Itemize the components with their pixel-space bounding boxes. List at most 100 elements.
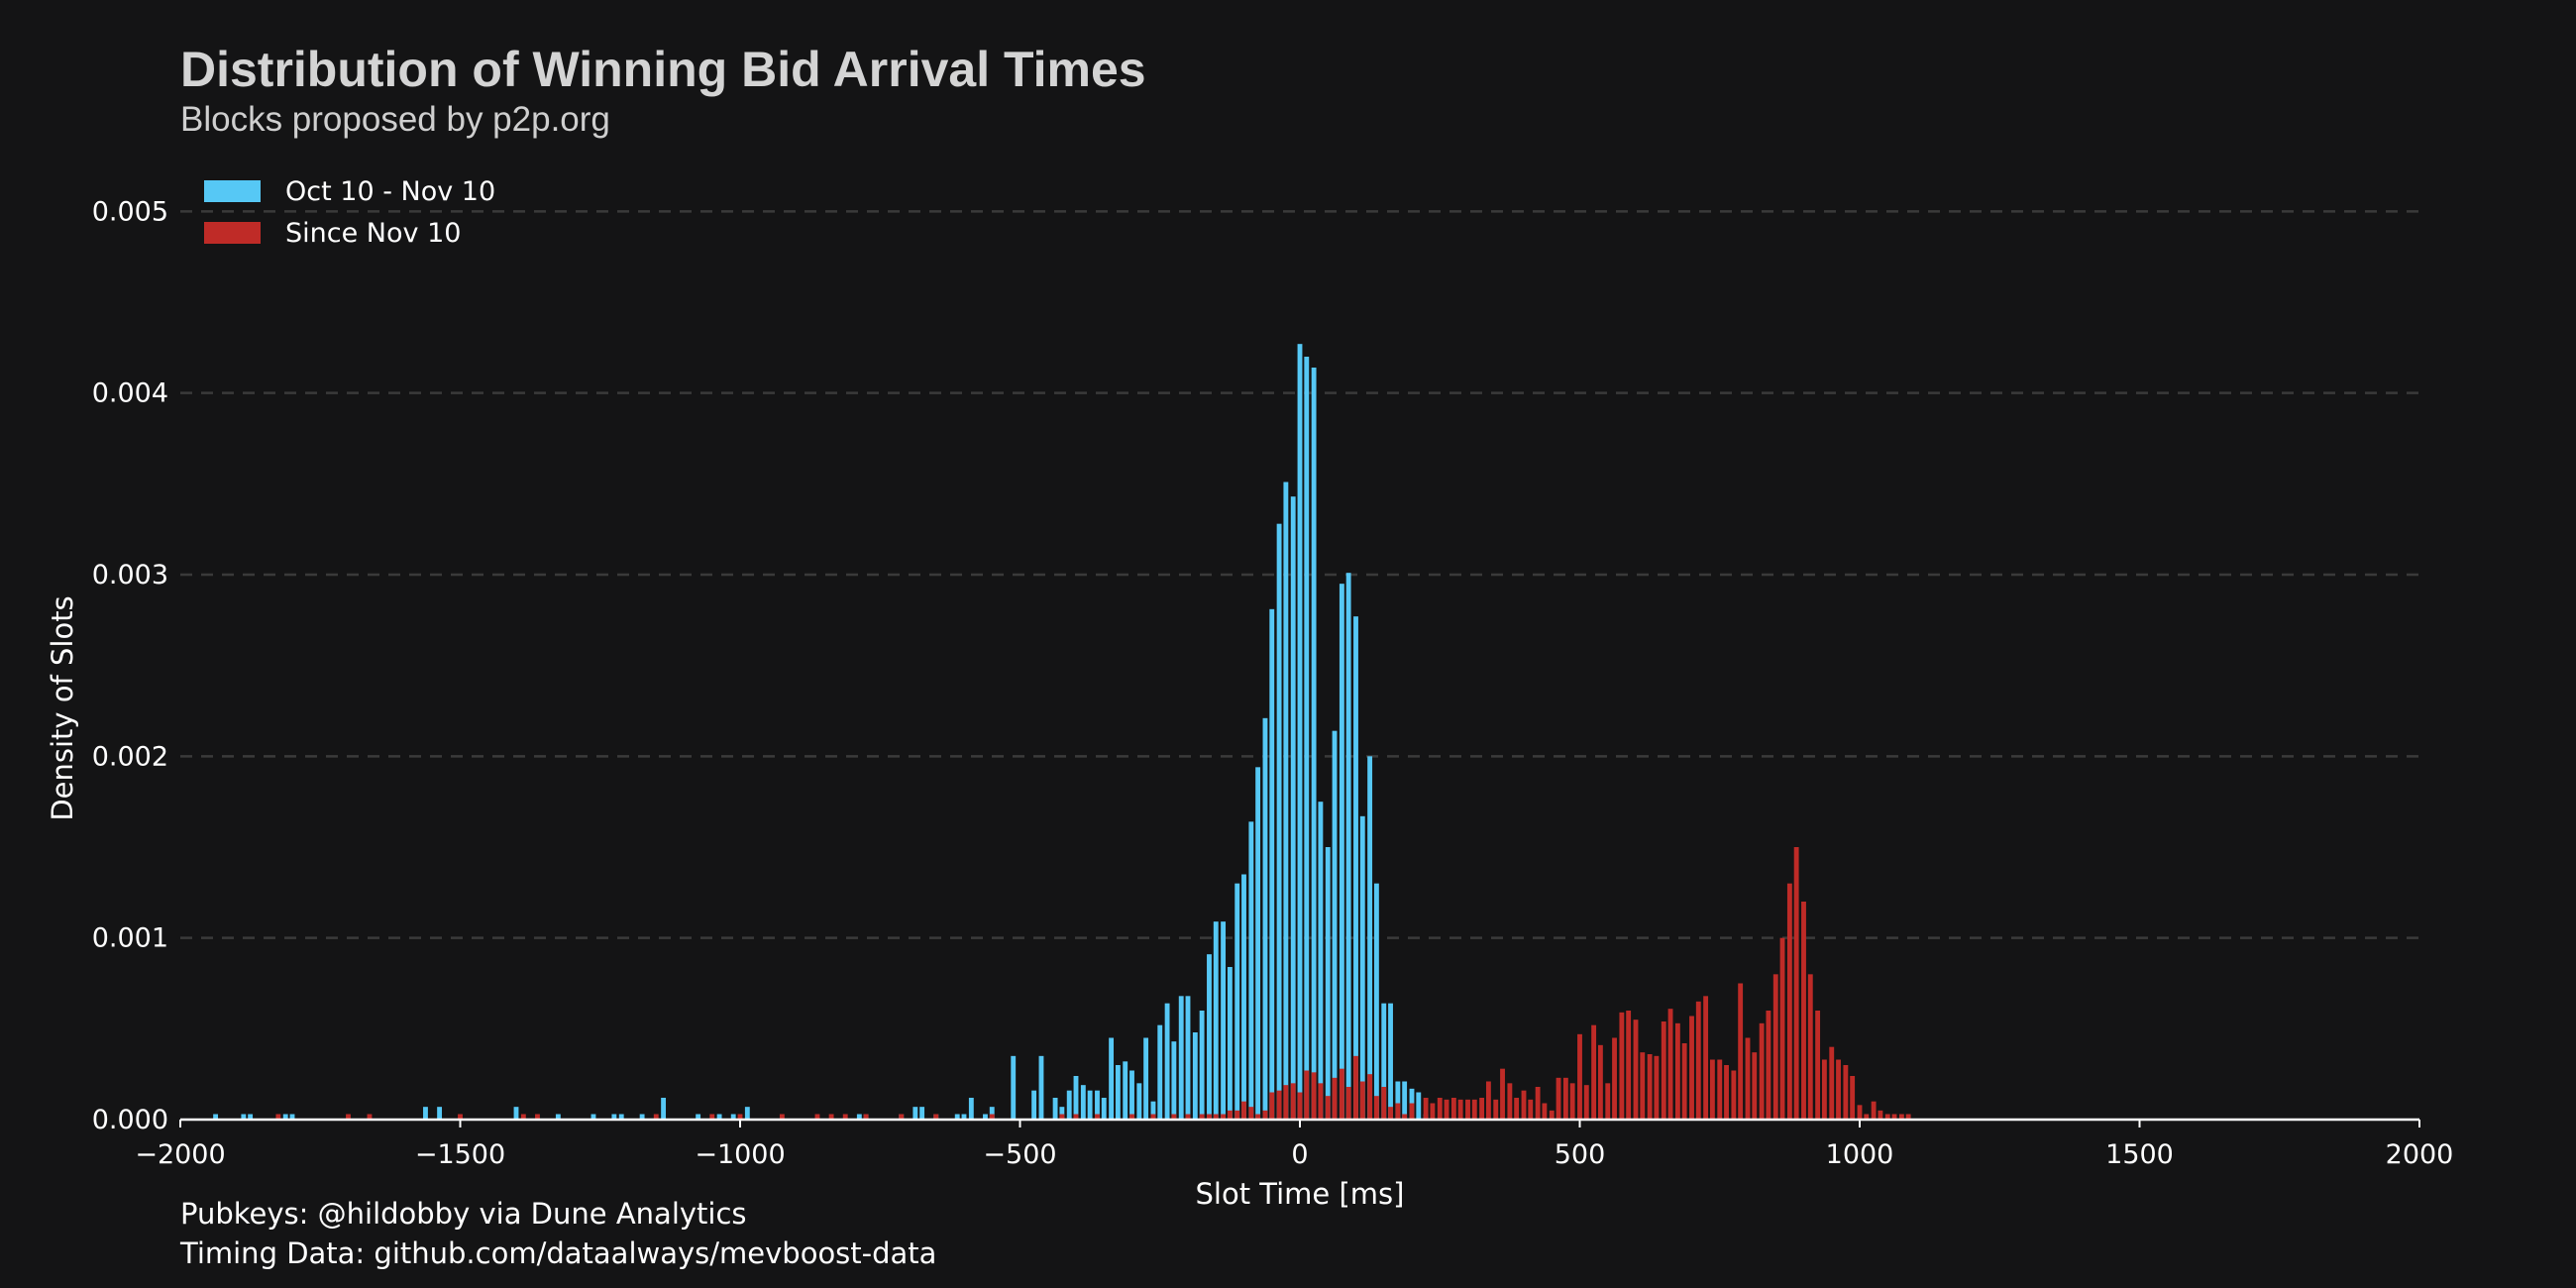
legend-label-oct: Oct 10 - Nov 10	[285, 175, 496, 207]
bar-oct	[919, 1107, 925, 1120]
bar-nov	[1674, 1022, 1680, 1120]
bar-nov	[1388, 1107, 1393, 1120]
bar-nov	[1095, 1114, 1100, 1120]
bar-oct	[1157, 1024, 1163, 1120]
bar-nov	[1626, 1011, 1632, 1120]
x-tick-label: −1000	[695, 1139, 785, 1170]
bar-nov	[1227, 1110, 1233, 1120]
bar-nov	[737, 1114, 743, 1120]
bar-oct	[1332, 730, 1338, 1120]
bar-nov	[1752, 1052, 1758, 1120]
bar-nov	[1129, 1114, 1134, 1120]
bar-nov	[1535, 1087, 1541, 1120]
bar-nov	[1345, 1087, 1351, 1120]
bar-nov	[1437, 1098, 1443, 1120]
title-block: Distribution of Winning Bid Arrival Time…	[180, 40, 1146, 141]
bar-nov	[1325, 1096, 1331, 1120]
bar-oct	[1066, 1090, 1072, 1120]
bar-oct	[1234, 883, 1240, 1120]
bar-nov	[1297, 1092, 1303, 1120]
chart-subtitle: Blocks proposed by p2p.org	[180, 100, 610, 139]
bar-oct	[1123, 1061, 1128, 1120]
bar-nov	[1647, 1054, 1653, 1120]
bar-oct	[1185, 996, 1191, 1120]
bar-nov	[1815, 1011, 1821, 1120]
bar-nov	[1311, 1072, 1317, 1120]
bar-nov	[1248, 1107, 1254, 1120]
bar-oct	[1136, 1083, 1142, 1120]
bar-nov	[1283, 1085, 1289, 1120]
bar-oct	[1221, 921, 1227, 1120]
bar-oct	[1269, 608, 1275, 1120]
bar-oct	[1038, 1055, 1044, 1120]
bar-nov	[1843, 1065, 1849, 1120]
bar-nov	[1661, 1021, 1666, 1120]
x-tick-label: 500	[1555, 1139, 1606, 1170]
footer-pubkeys: Pubkeys: @hildobby via Dune Analytics	[180, 1197, 747, 1231]
bar-nov	[1059, 1114, 1065, 1120]
bar-nov	[779, 1114, 785, 1120]
bar-nov	[1353, 1055, 1358, 1120]
bar-oct	[954, 1114, 960, 1120]
bar-nov	[1640, 1052, 1646, 1120]
bar-nov	[1898, 1114, 1904, 1120]
legend: Oct 10 - Nov 10 Since Nov 10	[204, 170, 495, 254]
bar-oct	[1073, 1076, 1079, 1120]
bar-nov	[1759, 1022, 1765, 1120]
bar-oct	[1011, 1055, 1017, 1120]
bar-nov	[842, 1114, 848, 1120]
bar-oct	[1143, 1037, 1149, 1120]
bar-oct	[1171, 1041, 1177, 1120]
bar-oct	[513, 1107, 519, 1120]
bar-oct	[1207, 954, 1212, 1120]
legend-item-oct: Oct 10 - Nov 10	[204, 170, 495, 212]
x-tick-label: 1000	[1826, 1139, 1894, 1170]
bar-oct	[437, 1107, 443, 1120]
x-tick-label: −2000	[135, 1139, 225, 1170]
bar-oct	[1388, 1003, 1393, 1120]
bar-oct	[213, 1114, 219, 1120]
x-tick-label: 0	[1291, 1139, 1308, 1170]
bar-oct	[730, 1114, 736, 1120]
bar-nov	[1905, 1114, 1911, 1120]
bar-nov	[933, 1114, 939, 1120]
bar-oct	[611, 1114, 617, 1120]
bar-nov	[346, 1114, 351, 1120]
bar-oct	[1304, 357, 1310, 1120]
bar-nov	[1549, 1110, 1555, 1120]
bar-nov	[367, 1114, 373, 1120]
bar-oct	[1192, 1032, 1198, 1120]
bar-oct	[241, 1114, 247, 1120]
bar-nov	[1807, 974, 1813, 1120]
x-axis-title: Slot Time [ms]	[1196, 1177, 1405, 1211]
bar-nov	[535, 1114, 540, 1120]
bar-nov	[1199, 1114, 1205, 1120]
bar-nov	[1717, 1059, 1723, 1120]
bar-nov	[1507, 1083, 1513, 1120]
bar-oct	[1255, 767, 1261, 1120]
bar-oct	[1367, 756, 1373, 1120]
bar-oct	[1345, 573, 1351, 1120]
bar-oct	[1297, 344, 1303, 1120]
bar-nov	[1654, 1055, 1660, 1120]
bar-oct	[1059, 1107, 1065, 1120]
bar-oct	[1283, 482, 1289, 1120]
bar-nov	[1514, 1098, 1520, 1120]
bar-nov	[1367, 1074, 1373, 1120]
bar-nov	[1444, 1099, 1449, 1120]
bar-oct	[989, 1107, 995, 1120]
bar-oct	[590, 1114, 596, 1120]
bar-oct	[1395, 1081, 1401, 1120]
bar-oct	[1199, 1011, 1205, 1120]
bar-nov	[1430, 1103, 1436, 1120]
bar-nov	[1709, 1059, 1715, 1120]
x-tick-label: −1500	[415, 1139, 505, 1170]
bar-oct	[961, 1114, 967, 1120]
bar-nov	[1681, 1043, 1687, 1120]
bar-oct	[661, 1098, 667, 1120]
bar-nov	[1583, 1085, 1589, 1120]
bar-nov	[1221, 1114, 1227, 1120]
bar-oct	[1381, 1003, 1387, 1120]
chart-title: Distribution of Winning Bid Arrival Time…	[180, 42, 1146, 97]
